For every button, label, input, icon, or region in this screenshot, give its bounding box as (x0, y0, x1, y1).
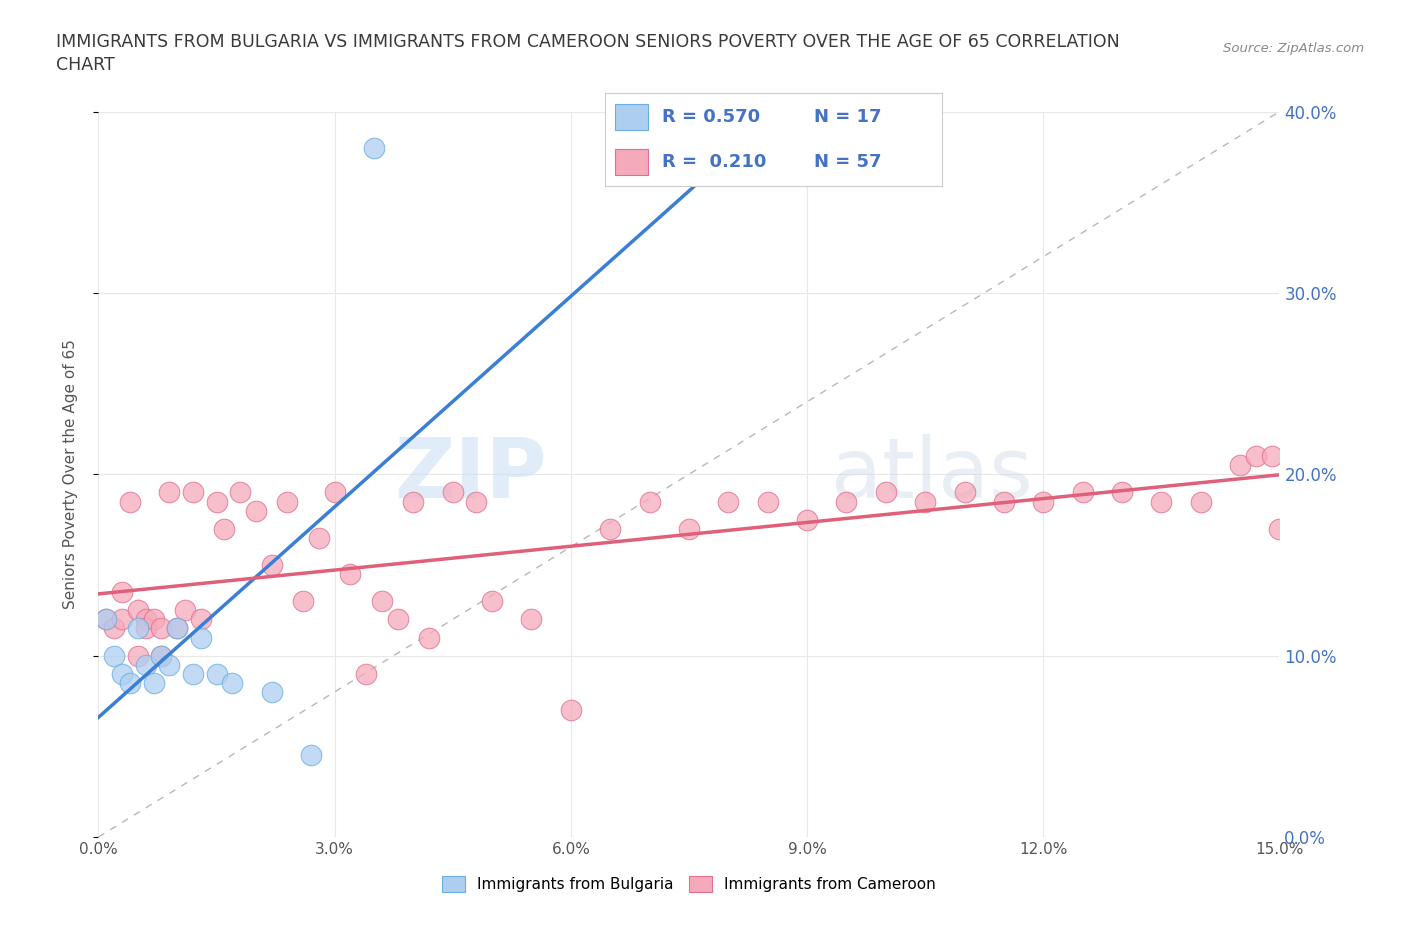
Point (111, 585, 134, 600)
Text: N = 17: N = 17 (814, 108, 882, 126)
Point (190, 631, 212, 645)
Text: atlas: atlas (831, 433, 1032, 515)
Point (1111, 485, 1133, 500)
Point (292, 594, 315, 609)
Point (150, 648, 173, 663)
Text: N = 57: N = 57 (814, 153, 882, 171)
Point (465, 494, 488, 509)
Point (1189, 494, 1212, 509)
Point (387, 612, 409, 627)
Point (205, 494, 228, 509)
Point (1260, 449, 1282, 464)
Point (717, 494, 740, 509)
Text: CHART: CHART (56, 56, 115, 73)
Point (875, 485, 897, 500)
Point (354, 667, 377, 682)
Point (205, 667, 228, 682)
Point (174, 603, 197, 618)
Point (796, 512, 818, 527)
Point (142, 675, 165, 690)
Text: Source: ZipAtlas.com: Source: ZipAtlas.com (1223, 42, 1364, 55)
Point (260, 684, 283, 699)
Point (181, 485, 204, 500)
Point (308, 530, 330, 545)
Point (1268, 521, 1291, 536)
Point (111, 667, 134, 682)
Point (190, 612, 212, 627)
Point (157, 658, 180, 672)
Point (150, 621, 173, 636)
Text: ZIP: ZIP (395, 433, 547, 515)
Y-axis label: Seniors Poverty Over the Age of 65: Seniors Poverty Over the Age of 65 (63, 339, 77, 609)
Point (299, 748, 322, 763)
Point (339, 566, 361, 581)
Point (166, 621, 188, 636)
Point (599, 521, 621, 536)
Point (221, 675, 243, 690)
Point (118, 675, 141, 690)
FancyBboxPatch shape (614, 149, 648, 175)
Point (914, 494, 936, 509)
Point (1071, 485, 1094, 500)
Point (418, 631, 440, 645)
Point (111, 612, 134, 627)
Point (953, 485, 976, 500)
Point (127, 603, 149, 618)
Point (678, 521, 700, 536)
Legend: Immigrants from Bulgaria, Immigrants from Cameroon: Immigrants from Bulgaria, Immigrants fro… (436, 870, 942, 898)
Point (835, 494, 858, 509)
Point (229, 485, 252, 500)
Point (135, 621, 157, 636)
Point (1032, 494, 1054, 509)
Point (214, 521, 236, 536)
Point (96, 612, 118, 627)
Point (560, 703, 582, 718)
Text: R = 0.570: R = 0.570 (662, 108, 761, 126)
Point (323, 485, 346, 500)
Point (441, 485, 464, 500)
Point (166, 621, 188, 636)
Point (118, 494, 141, 509)
Point (481, 594, 503, 609)
Point (260, 558, 283, 573)
Point (756, 494, 779, 509)
Point (363, 140, 385, 155)
Point (1244, 449, 1267, 464)
Point (245, 503, 267, 518)
Point (371, 594, 394, 609)
Point (402, 494, 425, 509)
Point (127, 648, 149, 663)
Point (1150, 494, 1173, 509)
Point (103, 648, 125, 663)
Point (127, 621, 149, 636)
Point (157, 485, 180, 500)
FancyBboxPatch shape (614, 104, 648, 130)
Point (150, 648, 173, 663)
Point (993, 494, 1015, 509)
Point (96, 612, 118, 627)
Point (135, 658, 157, 672)
Point (181, 667, 204, 682)
Point (135, 612, 157, 627)
Point (103, 621, 125, 636)
Point (638, 494, 661, 509)
Point (276, 494, 298, 509)
Text: IMMIGRANTS FROM BULGARIA VS IMMIGRANTS FROM CAMEROON SENIORS POVERTY OVER THE AG: IMMIGRANTS FROM BULGARIA VS IMMIGRANTS F… (56, 33, 1121, 50)
Point (1229, 458, 1251, 472)
Point (520, 612, 543, 627)
Point (142, 612, 165, 627)
Text: R =  0.210: R = 0.210 (662, 153, 766, 171)
